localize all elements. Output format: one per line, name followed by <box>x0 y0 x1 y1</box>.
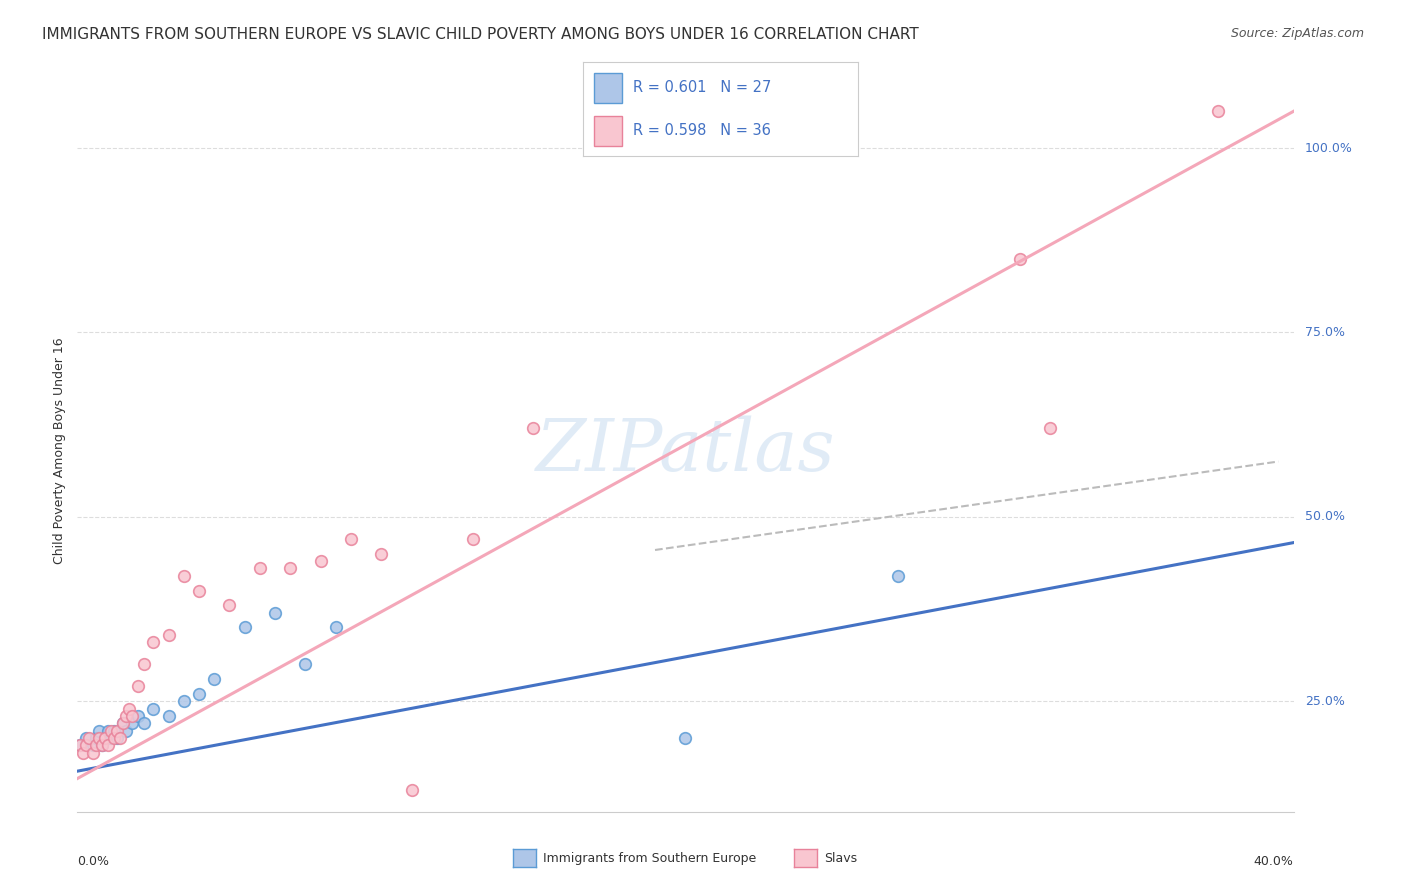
Point <box>233 620 256 634</box>
Point <box>401 782 423 797</box>
Point <box>108 731 131 745</box>
Point <box>84 731 107 745</box>
Point <box>887 569 910 583</box>
Point <box>105 731 128 745</box>
Point <box>127 679 149 693</box>
Text: 40.0%: 40.0% <box>1254 855 1294 868</box>
Point <box>142 701 165 715</box>
Point <box>370 547 392 561</box>
Point <box>121 716 143 731</box>
Point <box>157 709 180 723</box>
Point <box>87 731 110 745</box>
Point <box>340 532 363 546</box>
Point <box>278 561 301 575</box>
Point <box>1008 252 1031 266</box>
Bar <box>595 73 621 103</box>
Point <box>79 731 101 745</box>
Point <box>309 554 332 568</box>
Point <box>134 657 156 672</box>
Text: 25.0%: 25.0% <box>1305 695 1344 707</box>
Point <box>72 746 94 760</box>
Point <box>1206 104 1229 119</box>
Point <box>103 731 125 745</box>
Point <box>115 723 138 738</box>
Point <box>105 723 128 738</box>
Y-axis label: Child Poverty Among Boys Under 16: Child Poverty Among Boys Under 16 <box>53 337 66 564</box>
Point <box>461 532 484 546</box>
Point <box>87 723 110 738</box>
Point <box>118 701 141 715</box>
Text: 0.0%: 0.0% <box>77 855 110 868</box>
Point <box>69 739 91 753</box>
Point <box>93 731 115 745</box>
Text: 50.0%: 50.0% <box>1305 510 1344 524</box>
Point <box>675 731 697 745</box>
Point <box>121 709 143 723</box>
Point <box>111 716 134 731</box>
Point <box>188 583 211 598</box>
Point <box>103 723 125 738</box>
Point <box>84 739 107 753</box>
Point <box>90 739 112 753</box>
Point <box>522 421 544 435</box>
Point <box>93 731 115 745</box>
Point <box>97 723 120 738</box>
Text: R = 0.601   N = 27: R = 0.601 N = 27 <box>633 80 772 95</box>
Text: Immigrants from Southern Europe: Immigrants from Southern Europe <box>543 852 756 864</box>
Text: Slavs: Slavs <box>824 852 858 864</box>
Point <box>264 606 287 620</box>
Point <box>173 569 195 583</box>
Point <box>90 739 112 753</box>
Text: IMMIGRANTS FROM SOUTHERN EUROPE VS SLAVIC CHILD POVERTY AMONG BOYS UNDER 16 CORR: IMMIGRANTS FROM SOUTHERN EUROPE VS SLAVI… <box>42 27 920 42</box>
Point <box>218 599 240 613</box>
Point <box>142 635 165 649</box>
Text: R = 0.598   N = 36: R = 0.598 N = 36 <box>633 123 770 138</box>
Text: ZIPatlas: ZIPatlas <box>536 415 835 486</box>
Point <box>202 672 225 686</box>
Point <box>82 746 104 760</box>
Point <box>127 709 149 723</box>
Point <box>100 723 122 738</box>
Text: Source: ZipAtlas.com: Source: ZipAtlas.com <box>1230 27 1364 40</box>
Point <box>294 657 316 672</box>
Point <box>1039 421 1062 435</box>
Point <box>75 731 97 745</box>
Point <box>249 561 271 575</box>
Point <box>325 620 347 634</box>
Text: 75.0%: 75.0% <box>1305 326 1344 339</box>
Point <box>173 694 195 708</box>
Text: 100.0%: 100.0% <box>1305 142 1353 154</box>
Point <box>69 739 91 753</box>
Point <box>111 716 134 731</box>
Point <box>75 739 97 753</box>
Bar <box>595 116 621 145</box>
Point <box>134 716 156 731</box>
Point <box>157 628 180 642</box>
Point <box>100 731 122 745</box>
Point <box>115 709 138 723</box>
Point <box>97 739 120 753</box>
Point <box>188 687 211 701</box>
Point <box>82 739 104 753</box>
